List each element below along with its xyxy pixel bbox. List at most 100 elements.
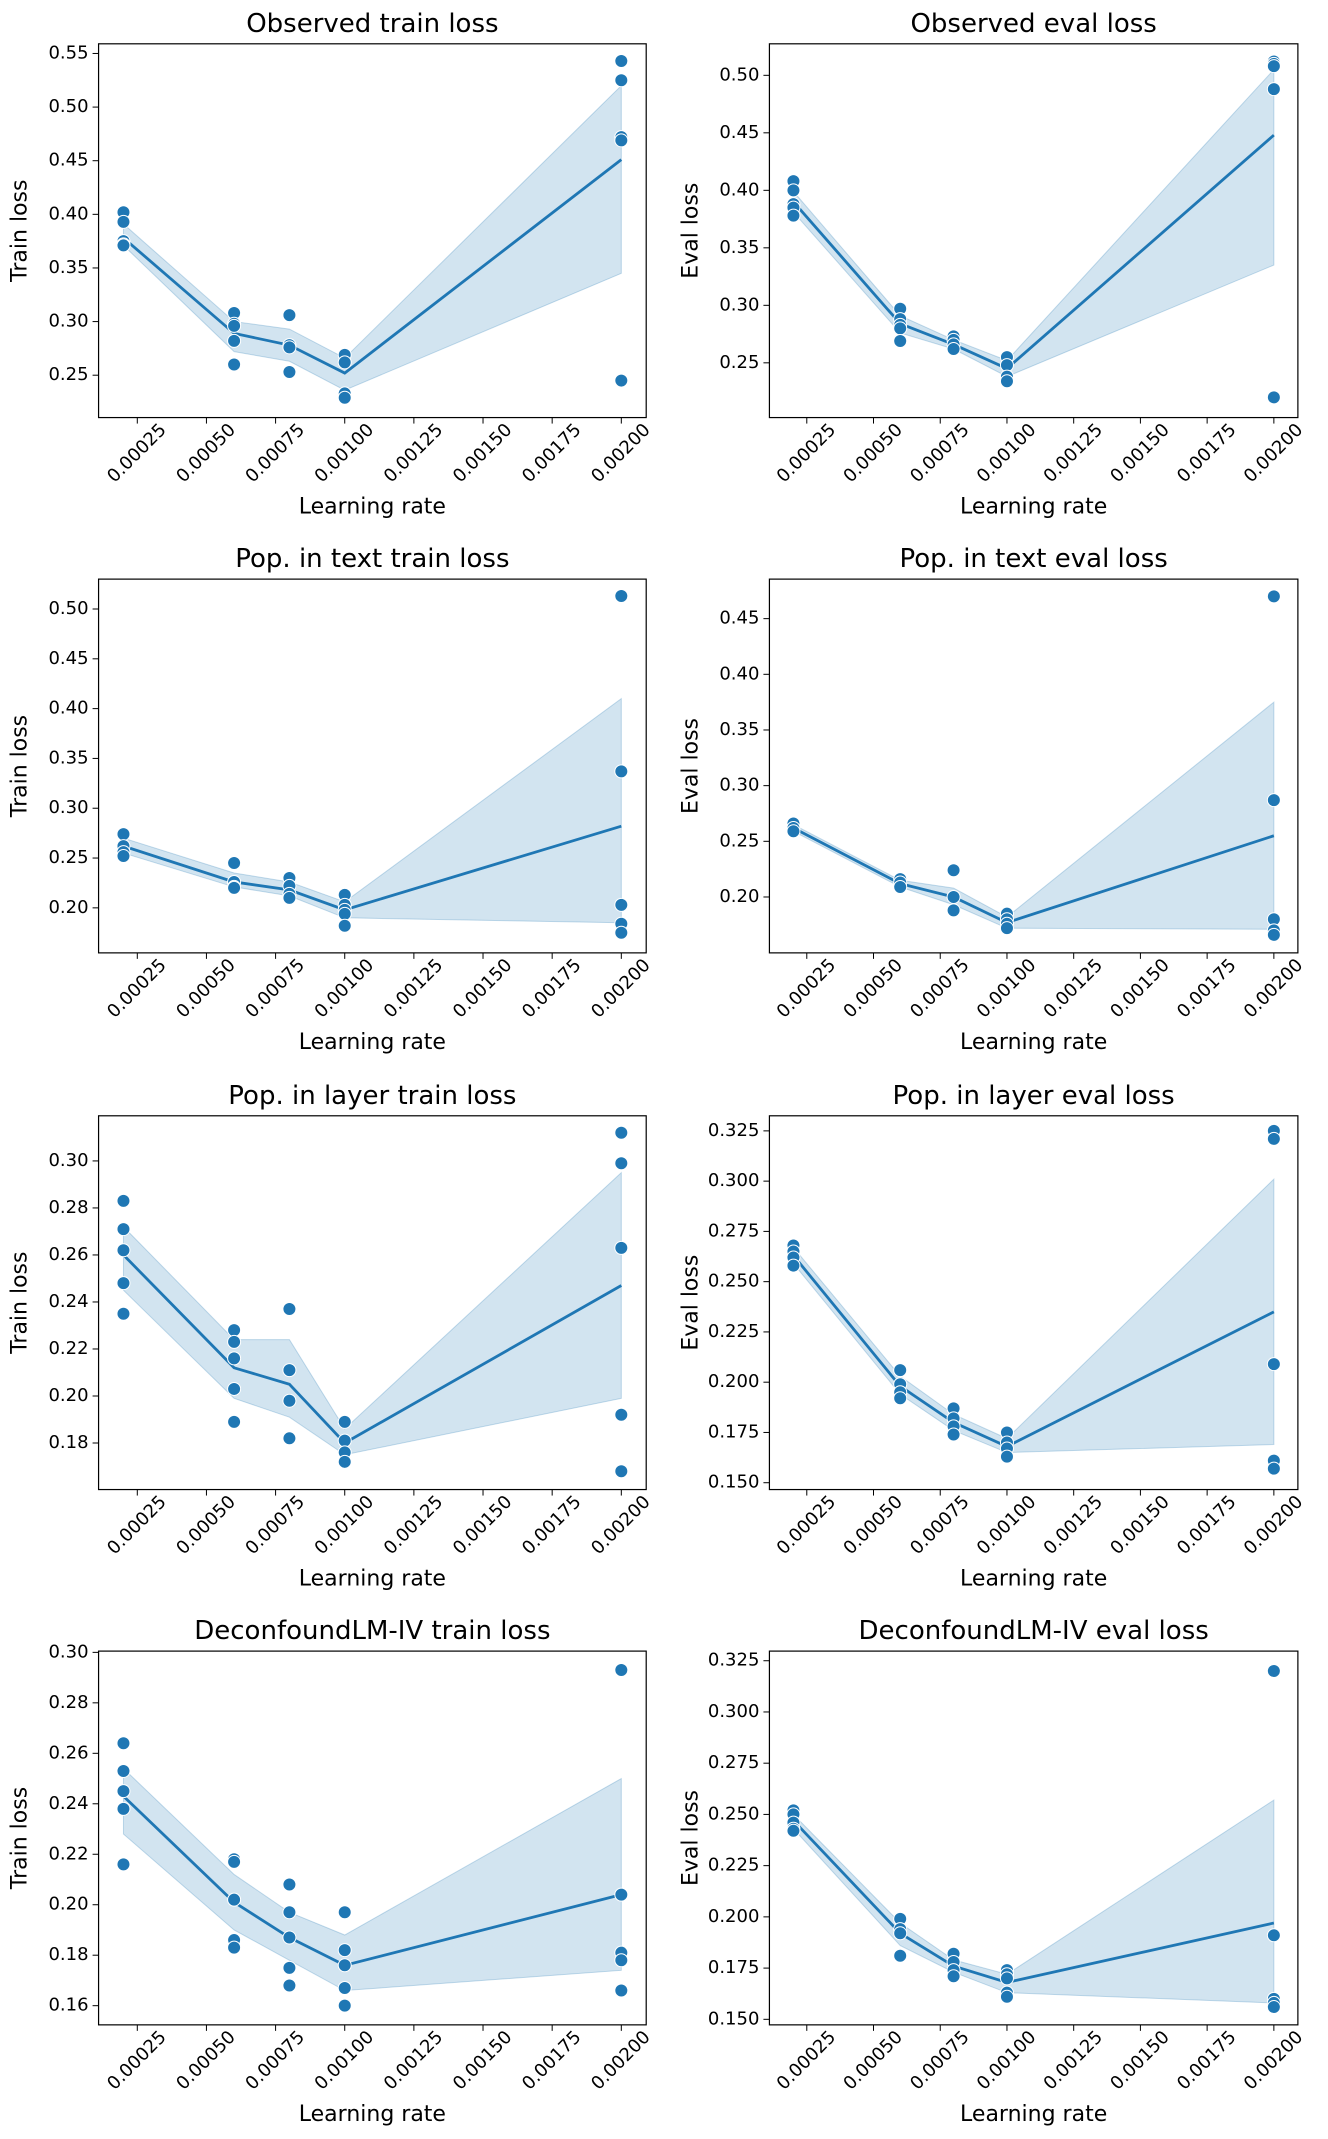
subplot: 0.00025 0.00050 0.00075 0.00100 0.00125 0.001…	[678, 1616, 1307, 2127]
x-tick-label: 0.00125	[1040, 955, 1107, 1022]
point	[1266, 1663, 1281, 1678]
point	[614, 1953, 629, 1968]
point	[282, 1978, 297, 1993]
x-tick-label: 0.00125	[380, 1491, 447, 1558]
point	[227, 1414, 242, 1429]
x-tick-label: 0.00175	[518, 2027, 585, 2094]
x-tick-label: 0.00050	[839, 419, 906, 486]
y-tick-label: 0.45	[48, 150, 88, 171]
y-tick-label: 0.30	[719, 294, 759, 315]
point	[116, 238, 131, 253]
axes-frame	[768, 1650, 1299, 2026]
point	[282, 1930, 297, 1945]
point	[614, 73, 629, 88]
axes-frame	[97, 43, 647, 419]
y-tick-label: 0.26	[48, 1742, 88, 1763]
subplot: 0.00025 0.00050 0.00075 0.00100 0.00125 0.001…	[8, 544, 655, 1055]
point	[1266, 793, 1281, 808]
x-tick-label: 0.00050	[839, 2027, 906, 2094]
y-tick-label: 0.25	[48, 847, 88, 868]
subplot: 0.00025 0.00050 0.00075 0.00100 0.00125 0.001…	[8, 9, 655, 520]
point	[337, 1454, 352, 1469]
point	[282, 308, 297, 323]
point	[116, 1763, 131, 1778]
y-tick-label: 0.50	[48, 598, 88, 619]
x-tick-label: 0.00125	[380, 2027, 447, 2094]
point	[614, 1663, 629, 1678]
axes-frame	[97, 1115, 647, 1491]
y-tick-label: 0.35	[48, 257, 88, 278]
x-tick-label: 0.00025	[103, 955, 170, 1022]
point	[282, 1905, 297, 1920]
y-tick-label: 0.30	[48, 1150, 88, 1171]
point	[337, 355, 352, 370]
y-tick-label: 0.150	[708, 1472, 760, 1493]
point	[116, 1857, 131, 1872]
point	[893, 321, 908, 336]
point	[227, 333, 242, 348]
point	[614, 133, 629, 148]
y-tick-label: 0.20	[48, 1385, 88, 1406]
y-tick-label: 0.30	[48, 311, 88, 332]
point	[227, 1381, 242, 1396]
point	[893, 333, 908, 348]
point	[614, 589, 629, 604]
y-tick-label: 0.300	[708, 1701, 760, 1722]
y-tick-label: 0.35	[719, 719, 759, 740]
point	[1266, 589, 1281, 604]
point	[786, 824, 801, 839]
y-tick-label: 0.20	[48, 1894, 88, 1915]
subplot: 0.00025 0.00050 0.00075 0.00100 0.00125 0.001…	[678, 9, 1307, 520]
y-tick-label: 0.250	[708, 1803, 760, 1824]
ci-band	[122, 84, 622, 391]
x-tick-label: 0.00200	[1240, 2027, 1307, 2094]
chart-title: Pop. in text eval loss	[900, 544, 1168, 574]
y-axis-label: Eval loss	[678, 1255, 703, 1351]
point	[1266, 2000, 1281, 2015]
ci-band	[792, 701, 1275, 930]
point	[116, 214, 131, 229]
y-tick-label: 0.26	[48, 1244, 88, 1265]
y-tick-label: 0.35	[48, 747, 88, 768]
x-tick-label: 0.00175	[1173, 419, 1240, 486]
y-tick-label: 0.55	[48, 42, 88, 63]
x-tick-label: 0.00075	[241, 1491, 308, 1558]
ci-band	[792, 68, 1275, 378]
x-axis-label: Learning rate	[960, 2102, 1107, 2127]
y-tick-label: 0.200	[708, 1906, 760, 1927]
point	[1266, 82, 1281, 97]
point	[999, 1971, 1014, 1986]
axes-frame	[768, 43, 1299, 419]
point	[116, 849, 131, 864]
point	[614, 53, 629, 68]
point	[946, 889, 961, 904]
point	[227, 357, 242, 372]
point	[1266, 1131, 1281, 1146]
point	[1266, 1461, 1281, 1476]
x-tick-label: 0.00100	[973, 2027, 1040, 2094]
point	[999, 1449, 1014, 1464]
x-axis-label: Learning rate	[960, 1030, 1107, 1055]
y-tick-label: 0.225	[708, 1321, 760, 1342]
y-tick-label: 0.250	[708, 1271, 760, 1292]
point	[614, 373, 629, 388]
x-tick-label: 0.00075	[906, 2027, 973, 2094]
x-axis-label: Learning rate	[299, 1567, 446, 1592]
x-tick-label: 0.00175	[518, 419, 585, 486]
x-axis-label: Learning rate	[299, 495, 446, 520]
point	[893, 1948, 908, 1963]
point	[1266, 927, 1281, 942]
x-tick-label: 0.00050	[172, 955, 239, 1022]
x-tick-label: 0.00025	[773, 1491, 840, 1558]
y-tick-label: 0.275	[708, 1752, 760, 1773]
y-tick-label: 0.25	[719, 830, 759, 851]
point	[786, 183, 801, 198]
point	[614, 1887, 629, 1902]
x-tick-label: 0.00175	[518, 1491, 585, 1558]
point	[337, 1958, 352, 1973]
point	[786, 1823, 801, 1838]
point	[786, 1258, 801, 1273]
point	[282, 1960, 297, 1975]
y-tick-label: 0.24	[48, 1793, 88, 1814]
